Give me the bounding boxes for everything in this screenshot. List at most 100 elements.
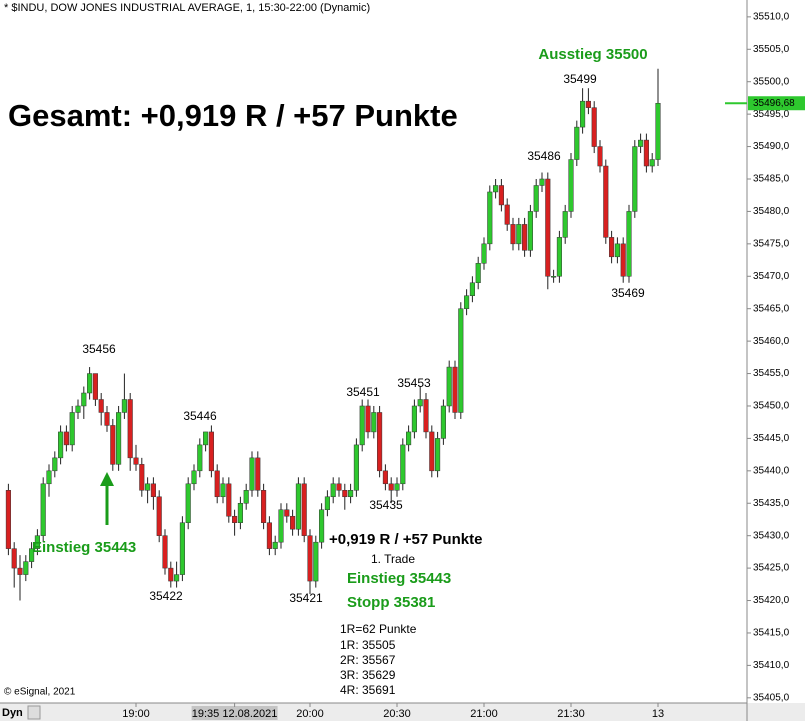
candle-body	[371, 412, 377, 433]
scroll-button[interactable]	[27, 705, 41, 720]
candle-body	[127, 399, 133, 459]
candle-body	[574, 126, 580, 160]
candle-body	[133, 457, 139, 465]
y-tick-label: 35420,0	[753, 595, 790, 606]
candle-body	[208, 431, 214, 472]
candle-body	[446, 366, 452, 407]
candle-body	[69, 412, 75, 446]
price-label: 35486	[527, 149, 561, 163]
candle-body	[394, 483, 400, 491]
price-label: 35446	[183, 409, 217, 423]
exit-label: Ausstieg 35500	[538, 46, 647, 63]
last-price-box	[748, 96, 805, 111]
price-label: 35469	[611, 286, 645, 300]
candle-body	[591, 107, 597, 147]
x-tick-label: 13	[652, 708, 664, 720]
candle-body	[638, 139, 644, 147]
y-tick-label: 35480,0	[753, 206, 790, 217]
candle-body	[504, 204, 510, 225]
candle-body	[162, 535, 168, 569]
candle-body	[643, 139, 649, 167]
crosshair-box	[191, 706, 278, 720]
candle-body	[5, 490, 11, 549]
candle-body	[539, 178, 545, 186]
price-label: 35451	[346, 385, 380, 399]
candle-body	[301, 483, 307, 536]
candle-body	[493, 185, 499, 193]
candle-body	[336, 483, 342, 491]
price-label: 35499	[563, 72, 597, 86]
arrow-head	[100, 472, 114, 486]
candle-body	[168, 567, 174, 582]
candle-body	[295, 483, 301, 530]
y-tick-label: 35460,0	[753, 336, 790, 347]
y-tick-label: 35485,0	[753, 174, 790, 185]
candle-body	[185, 483, 191, 523]
price-label: 35422	[149, 589, 183, 603]
summary: Gesamt: +0,919 R / +57 Punkte	[8, 98, 458, 133]
candle-body	[214, 470, 220, 498]
candle-body	[284, 509, 290, 517]
x-tick-label: 20:30	[383, 708, 411, 720]
candle-body	[313, 541, 319, 582]
entry-label: Einstieg 35443	[347, 570, 451, 587]
y-tick-label: 35470,0	[753, 271, 790, 282]
candle-body	[388, 483, 394, 491]
x-tick-label: 20:00	[296, 708, 324, 720]
target-info: 4R: 35691	[340, 683, 396, 697]
candle-body	[603, 165, 609, 238]
candle-body	[307, 535, 313, 582]
candle-body	[464, 295, 470, 309]
candle-body	[46, 470, 52, 485]
y-tick-label: 35445,0	[753, 433, 790, 444]
source: © eSignal, 2021	[4, 687, 76, 698]
candle-body	[191, 470, 197, 485]
candle-body	[411, 405, 417, 433]
candle-body	[533, 185, 539, 212]
candle-body	[139, 464, 145, 491]
candle-body	[278, 509, 284, 543]
corner-label: Dyn	[2, 707, 23, 719]
y-tick-label: 35465,0	[753, 303, 790, 314]
candle-body	[440, 405, 446, 439]
candle-body	[145, 483, 151, 491]
candle-body	[81, 392, 87, 407]
candle-body	[174, 574, 180, 582]
candle-body	[319, 509, 325, 543]
candle-body	[179, 522, 185, 575]
candle-body	[545, 178, 551, 277]
risk-info: 1R=62 Punkte	[340, 622, 417, 636]
price-label: 35456	[82, 342, 116, 356]
candle-body	[29, 548, 35, 562]
candle-body	[365, 405, 371, 433]
x-tick-label: 19:35 12.08.2021	[192, 708, 278, 720]
target-info: 3R: 35629	[340, 668, 396, 682]
last-price-label: 35496,68	[753, 98, 795, 109]
candle-body	[585, 100, 591, 108]
entry-label: Einstieg 35443	[32, 539, 136, 556]
chart-title: * $INDU, DOW JONES INDUSTRIAL AVERAGE, 1…	[4, 2, 370, 14]
trade-result: +0,919 R / +57 Punkte	[329, 531, 482, 548]
candle-body	[52, 457, 58, 472]
y-tick-label: 35475,0	[753, 238, 790, 249]
candle-body	[377, 412, 383, 472]
candle-body	[87, 373, 93, 394]
candle-body	[75, 405, 81, 413]
candle-body	[220, 483, 226, 498]
candle-body	[92, 373, 98, 400]
candle-body	[522, 224, 528, 251]
candle-body	[58, 431, 64, 459]
price-label: 35421	[289, 591, 323, 605]
candle-body	[104, 412, 110, 426]
candle-body	[11, 548, 17, 569]
candle-body	[121, 399, 127, 413]
candle-body	[481, 243, 487, 264]
candle-body	[226, 483, 232, 517]
price-label: 35453	[397, 376, 431, 390]
candle-body	[568, 159, 574, 212]
x-tick-label: 19:00	[122, 708, 150, 720]
y-tick-label: 35500,0	[753, 76, 790, 87]
stop-label: Stopp 35381	[347, 594, 435, 611]
candle-body	[34, 535, 40, 549]
